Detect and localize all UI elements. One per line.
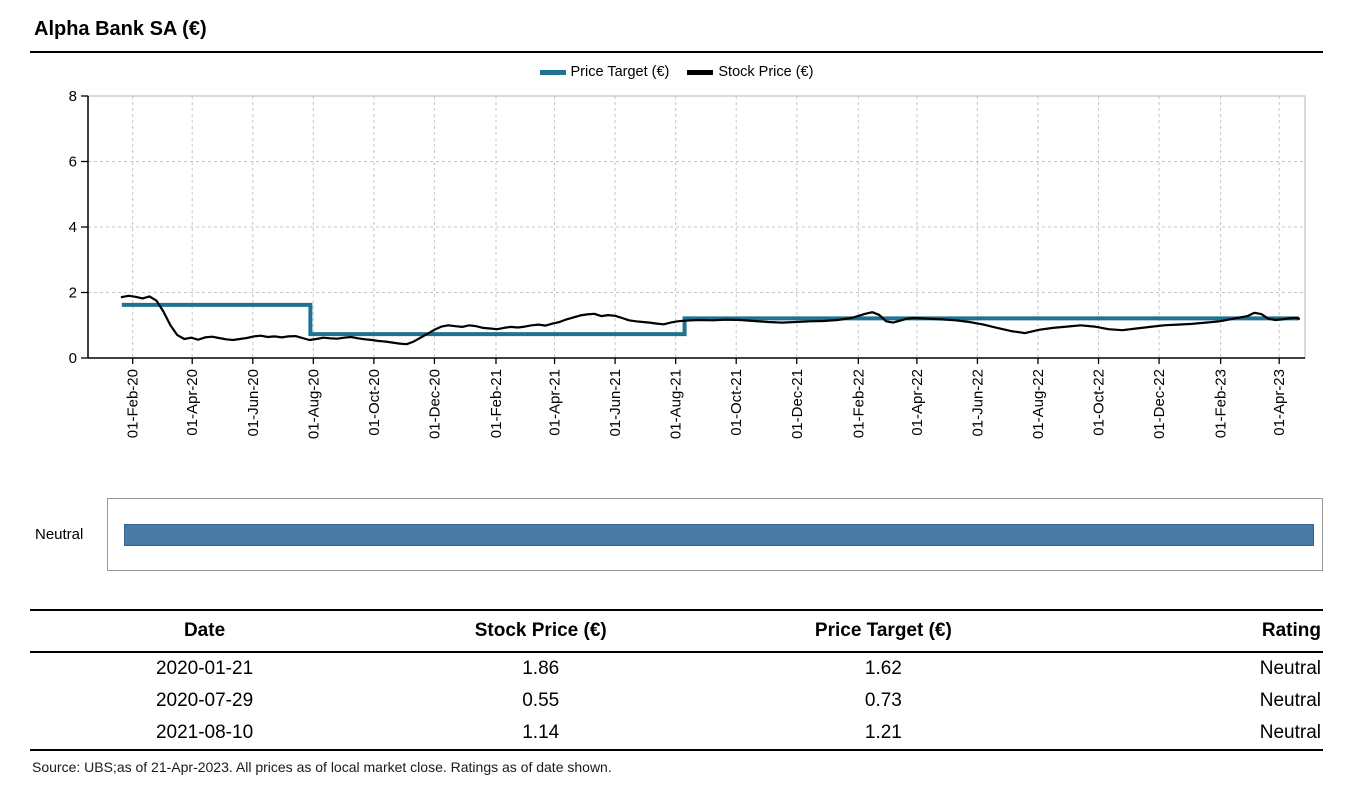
table-body: 2020-01-21 1.86 1.62 Neutral 2020-07-29 0.55 0… (30, 652, 1323, 750)
legend-label: Price Target (€) (570, 64, 670, 80)
gridlines (88, 95, 1305, 358)
y-tick-label: 4 (69, 219, 77, 236)
table-cell: 1.21 (864, 722, 902, 743)
x-tick-label: 01-Feb-22 (850, 369, 867, 438)
table-cell: 2020-07-29 (155, 690, 254, 711)
axes: 0 2 4 6 8 01-Feb-20 01-Apr-20 01-Jun-20 01-Aug-2… (69, 88, 1305, 439)
x-tick-label: 01-Aug-20 (305, 369, 322, 439)
rating-history: Neutral (30, 498, 1323, 571)
stock-price-line (120, 294, 1301, 346)
table-cell: Neutral (1259, 690, 1321, 711)
page-title: Alpha Bank SA (€) (30, 10, 1323, 53)
chart-area: 0 2 4 6 8 01-Feb-20 01-Apr-20 01-Jun-20 01-Aug-2… (33, 84, 1323, 474)
x-tick-label: 01-Apr-22 (909, 369, 926, 436)
ratings-table: Date Stock Price (€) Price Target (€) Ra… (30, 609, 1323, 751)
table-cell: 0.55 (522, 690, 560, 711)
table-cell: Neutral (1259, 658, 1321, 679)
table-header-date: Date (183, 620, 226, 641)
legend-swatch-icon (539, 69, 566, 75)
rating-label: Neutral (35, 526, 84, 543)
table-row: 2021-08-10 1.14 1.21 Neutral (30, 717, 1323, 750)
table-cell: 2020-01-21 (155, 658, 254, 679)
x-tick-label: 01-Apr-23 (1271, 369, 1288, 436)
x-tick-label: 01-Apr-20 (184, 369, 201, 436)
x-tick-label: 01-Feb-21 (488, 369, 505, 438)
x-tick-label: 01-Oct-21 (728, 369, 745, 436)
source-note: Source: UBS;as of 21-Apr-2023. All price… (32, 759, 612, 775)
price-target-line (121, 302, 1299, 337)
x-tick-label: 01-Aug-21 (668, 369, 685, 439)
chart-legend: Price Target (€) Stock Price (€) (30, 62, 1323, 82)
x-tick-label: 01-Dec-22 (1151, 369, 1168, 439)
table-cell: 2021-08-10 (155, 722, 254, 743)
y-tick-label: 2 (69, 285, 77, 302)
table-row: 2020-01-21 1.86 1.62 Neutral (30, 652, 1323, 685)
table-cell: 1.62 (864, 658, 902, 679)
x-tick-label: 01-Apr-21 (547, 369, 564, 436)
x-tick-label: 01-Feb-20 (125, 369, 142, 438)
legend-label: Stock Price (€) (718, 64, 814, 80)
table-header-price-target: Price Target (€) (814, 620, 952, 641)
legend-swatch-icon (687, 69, 714, 75)
x-tick-label: 01-Feb-23 (1213, 369, 1230, 438)
x-tick-label: 01-Jun-20 (245, 369, 262, 437)
x-tick-label: 01-Oct-22 (1091, 369, 1108, 436)
legend-item: Price Target (€) (539, 64, 670, 80)
y-tick-label: 8 (69, 88, 77, 105)
table-header-stock-price: Stock Price (€) (474, 620, 607, 641)
y-tick-label: 6 (69, 154, 77, 171)
x-tick-label: 01-Dec-21 (789, 369, 806, 439)
table-cell: 0.73 (864, 690, 902, 711)
x-tick-label: 01-Aug-22 (1030, 369, 1047, 439)
price-chart: 0 2 4 6 8 01-Feb-20 01-Apr-20 01-Jun-20 01-Aug-2… (69, 88, 1306, 439)
x-tick-label: 01-Dec-20 (426, 369, 443, 439)
rating-band-neutral (124, 523, 1314, 546)
table-row: 2020-07-29 0.55 0.73 Neutral (30, 685, 1323, 717)
table-header-row: Date Stock Price (€) Price Target (€) Ra… (30, 610, 1323, 652)
table-cell: Neutral (1259, 722, 1321, 743)
table-cell: 1.86 (522, 658, 560, 679)
x-tick-label: 01-Jun-21 (607, 369, 624, 437)
table-cell: 1.14 (522, 722, 560, 743)
x-tick-label: 01-Jun-22 (969, 369, 986, 437)
table-head: Date Stock Price (€) Price Target (€) Ra… (30, 610, 1323, 652)
rating-band-container (107, 498, 1323, 571)
y-tick-label: 0 (69, 350, 77, 367)
page: Alpha Bank SA (€) Price Target (€) Stock … (0, 10, 1357, 775)
x-tick-label: 01-Oct-20 (366, 369, 383, 436)
legend-item: Stock Price (€) (687, 64, 813, 80)
table-header-rating: Rating (1261, 620, 1321, 641)
